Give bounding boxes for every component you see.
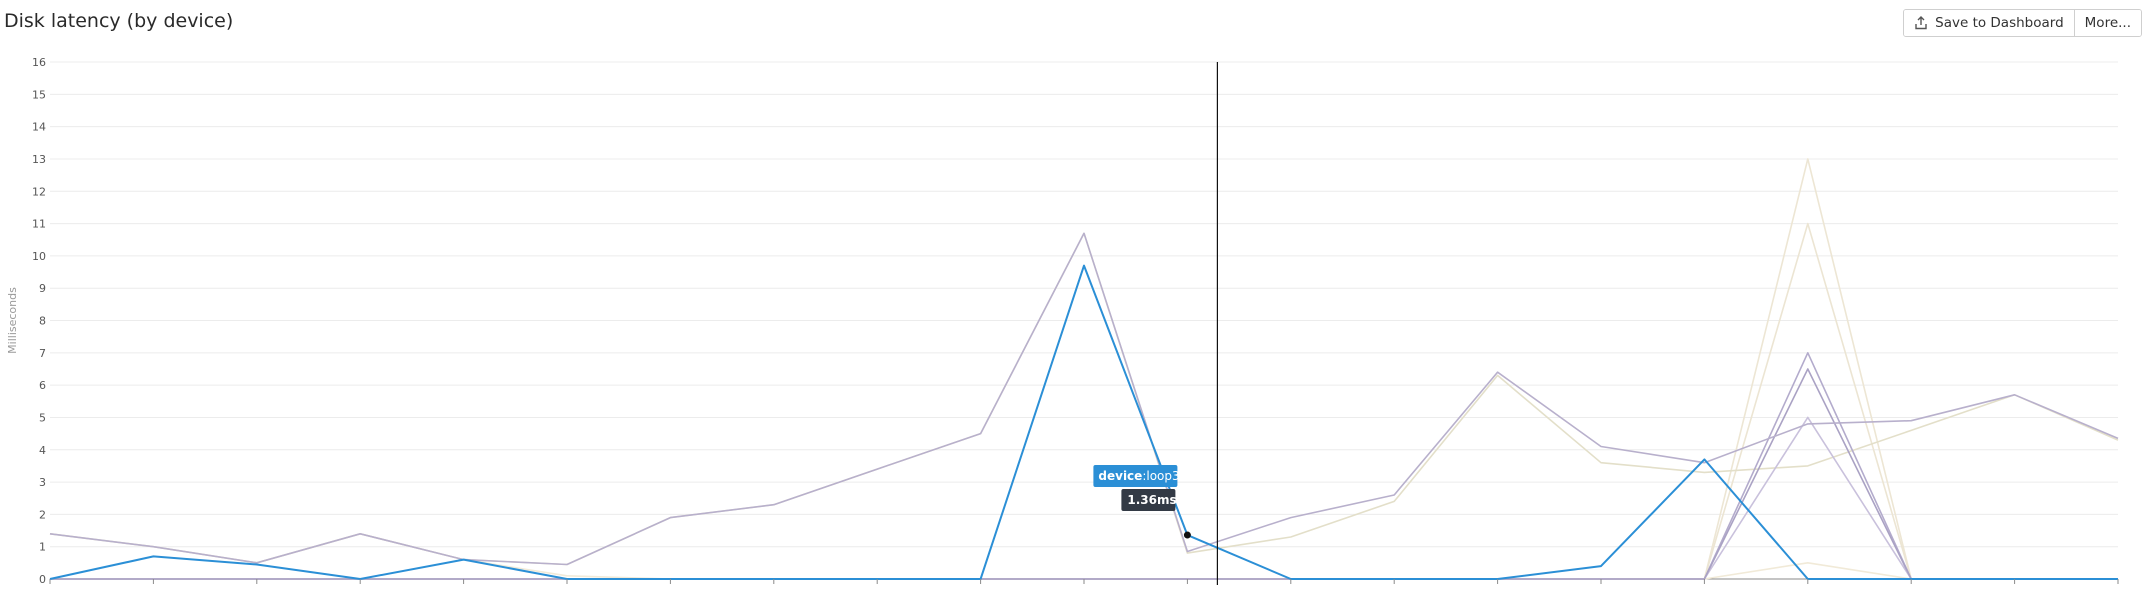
hover-point xyxy=(1183,531,1191,539)
tooltip: device:loop3 1.36ms xyxy=(1093,465,1180,512)
y-tick-label: 4 xyxy=(39,444,46,457)
series-line xyxy=(50,222,2118,580)
grid xyxy=(50,61,2118,580)
tooltip-device-value: loop3 xyxy=(1146,469,1179,483)
series-line xyxy=(49,532,2118,580)
series-lines xyxy=(49,158,2119,580)
share-icon xyxy=(1914,16,1928,30)
tooltip-value: 1.36ms xyxy=(1127,493,1176,507)
y-axis-label: Milliseconds xyxy=(6,287,19,354)
save-to-dashboard-label: Save to Dashboard xyxy=(1935,15,2064,31)
save-to-dashboard-button[interactable]: Save to Dashboard xyxy=(1904,10,2074,36)
y-tick-label: 3 xyxy=(39,476,46,489)
y-tick-label: 10 xyxy=(32,250,46,263)
y-tick-label: 12 xyxy=(32,185,46,198)
x-axis xyxy=(49,579,2119,584)
series-line xyxy=(49,232,2119,566)
y-tick-label: 2 xyxy=(39,508,46,521)
y-tick-label: 1 xyxy=(39,541,46,554)
tooltip-device-key: device xyxy=(1098,469,1142,483)
series-line-loop3 xyxy=(49,264,2118,580)
tooltip-device-bg xyxy=(1093,465,1178,488)
y-tick-label: 9 xyxy=(39,282,46,295)
y-tick-label: 15 xyxy=(32,88,46,101)
series-line xyxy=(50,416,2118,580)
y-tick-label: 5 xyxy=(39,411,46,424)
more-button[interactable]: More... xyxy=(2073,10,2141,36)
header-actions: Save to Dashboard More... xyxy=(1903,9,2142,37)
more-label: More... xyxy=(2084,15,2131,31)
y-tick-label: 16 xyxy=(32,56,46,69)
page-title: Disk latency (by device) xyxy=(4,10,234,32)
tooltip-device-sep: : xyxy=(1142,469,1146,483)
y-tick-label: 13 xyxy=(32,153,46,166)
y-tick-label: 6 xyxy=(39,379,46,392)
chart-header: Disk latency (by device) Save to Dashboa… xyxy=(0,0,2148,46)
y-tick-label: 7 xyxy=(39,347,46,360)
tooltip-device: device:loop3 xyxy=(1098,469,1179,483)
y-tick-label: 0 xyxy=(39,573,46,586)
tooltip-value-bg xyxy=(1121,489,1176,512)
y-tick-label: 14 xyxy=(32,121,46,134)
series-line xyxy=(50,368,2118,580)
y-tick-label: 8 xyxy=(39,315,46,328)
y-tick-label: 11 xyxy=(32,218,46,231)
